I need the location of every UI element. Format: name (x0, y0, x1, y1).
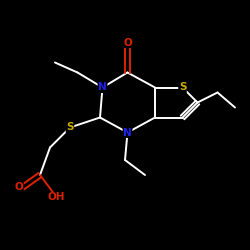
Text: O: O (14, 182, 23, 192)
Text: OH: OH (48, 192, 65, 202)
Text: N: N (123, 128, 132, 138)
Text: O: O (123, 38, 132, 48)
Text: N: N (98, 82, 107, 92)
Text: S: S (66, 122, 74, 132)
Text: S: S (179, 82, 186, 92)
